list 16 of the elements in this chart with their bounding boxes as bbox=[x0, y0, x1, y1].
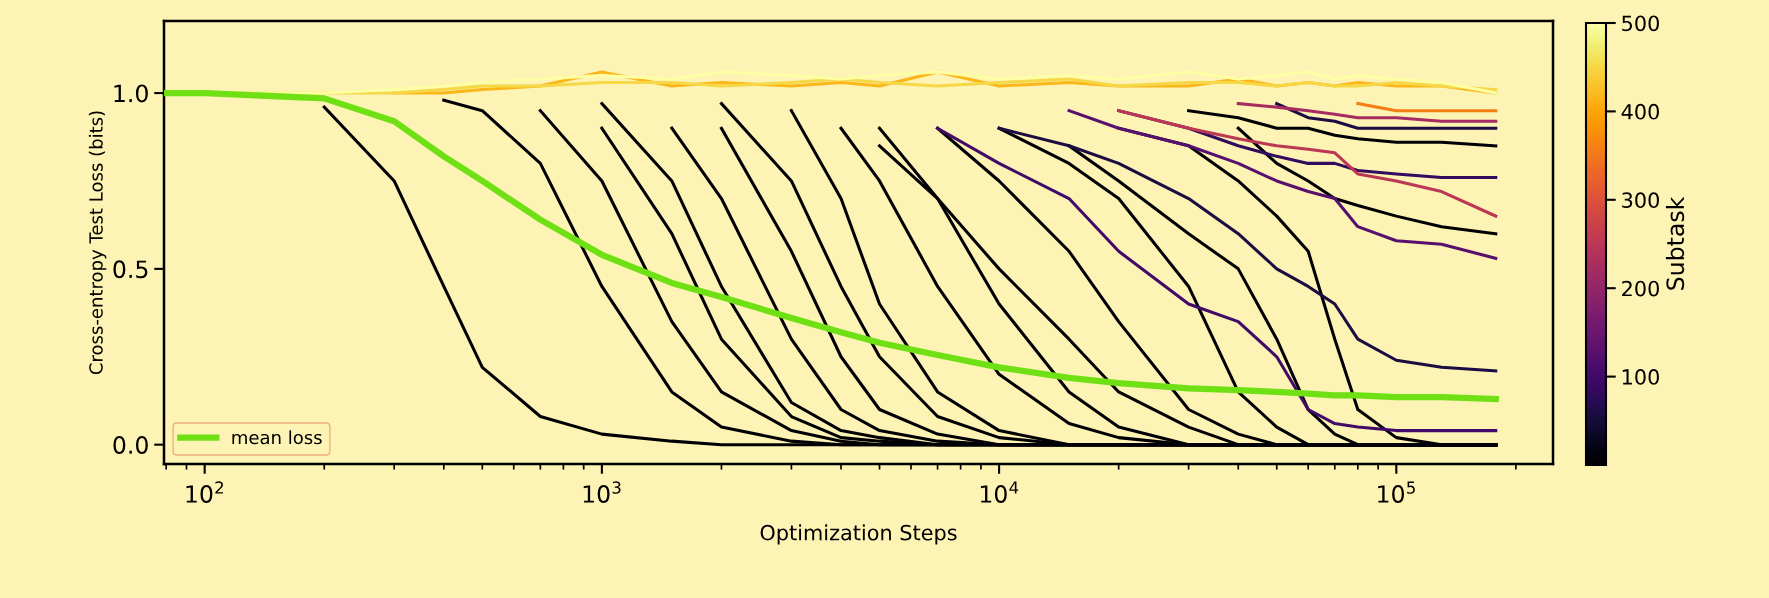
legend-label: mean loss bbox=[232, 430, 322, 445]
x-tick-label: 10$^{2}$ bbox=[186, 481, 224, 503]
x-tick-label: 10$^{4}$ bbox=[980, 481, 1019, 503]
y-tick-label: 0.0 bbox=[113, 436, 148, 454]
y-axis-title: Cross-entropy Test Loss (bits) bbox=[88, 111, 107, 375]
color-bar-label: 200 bbox=[1622, 280, 1659, 297]
color-bar-title: Subtask bbox=[1665, 196, 1685, 290]
x-tick-label: 10$^{3}$ bbox=[583, 481, 621, 503]
x-axis-title: Optimization Steps bbox=[760, 524, 957, 545]
color-bar-label: 300 bbox=[1622, 192, 1659, 209]
y-tick-label: 0.5 bbox=[113, 260, 148, 279]
color-bar-label: 100 bbox=[1622, 369, 1659, 385]
x-tick-label: 10$^{5}$ bbox=[1378, 481, 1415, 503]
color-bar-label: 500 bbox=[1622, 15, 1659, 32]
y-tick-label: 1.0 bbox=[114, 84, 148, 103]
color-bar-label: 400 bbox=[1621, 103, 1659, 120]
